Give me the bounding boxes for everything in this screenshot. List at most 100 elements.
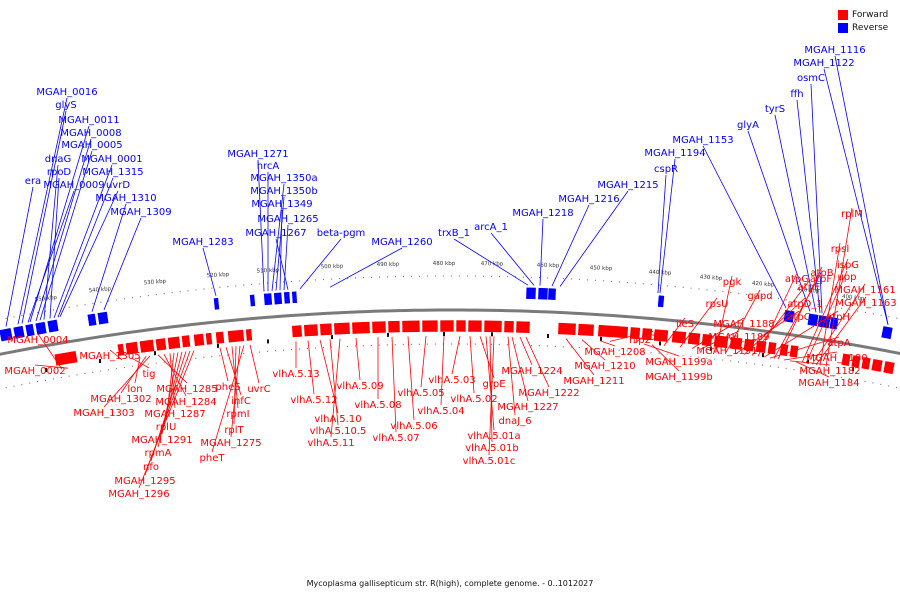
forward-gene-label: atpF: [810, 274, 832, 285]
reverse-leader-line: [35, 138, 92, 322]
reverse-gene-label: MGAH_1218: [512, 208, 573, 219]
forward-gene-label: atpC: [787, 312, 810, 323]
forward-gene-label: uvrC: [247, 384, 270, 395]
reverse-leader-line: [551, 204, 590, 287]
forward-leader-line: [519, 336, 533, 366]
forward-gene-label: MGAH_1303: [73, 408, 134, 419]
forward-leader-line: [479, 336, 495, 379]
forward-leader-line: [507, 336, 516, 416]
reverse-leader-line: [539, 218, 544, 286]
forward-leader-line: [330, 338, 341, 438]
forward-gene: [467, 319, 483, 333]
reverse-gene-label: osmC: [797, 73, 825, 84]
forward-leader-line: [233, 346, 237, 425]
reverse-gene-label: trxB_1: [438, 228, 470, 239]
reverse-leader-line: [702, 145, 787, 308]
forward-gene: [641, 327, 653, 341]
forward-gene-label: vlhA.5.01a: [467, 431, 520, 442]
forward-leader-line: [715, 275, 733, 352]
forward-leader-line: [489, 336, 493, 443]
forward-gene: [421, 319, 439, 333]
forward-gene-label: atpH: [826, 312, 850, 323]
forward-gene: [166, 335, 182, 350]
forward-gene: [671, 330, 687, 345]
forward-gene-label: vlhA.5.06: [390, 421, 437, 432]
forward-leader-line: [440, 335, 445, 406]
reverse-gene-label: cspR: [654, 164, 678, 175]
scale-tick-label: 430 kbp: [700, 274, 723, 282]
scale-tick-label: 460 kbp: [537, 263, 560, 270]
reverse-leader-line: [59, 190, 119, 317]
forward-gene: [687, 331, 701, 346]
reverse-leader-line: [202, 247, 217, 296]
forward-gene-label: hlp2: [629, 335, 651, 346]
forward-gene-label: pgk: [723, 277, 742, 288]
reverse-gene: [12, 325, 26, 340]
forward-gene-label: vlhA.5.02: [450, 394, 497, 405]
legend-reverse: Reverse: [838, 21, 888, 34]
forward-gene-label: MGAH_1227: [497, 402, 558, 413]
reverse-leader-line: [490, 232, 535, 286]
reverse-leader-line: [747, 130, 811, 312]
forward-gene-label: MGAH_1180: [806, 353, 867, 364]
forward-leader-line: [679, 297, 718, 348]
reverse-leader-line: [57, 177, 114, 318]
forward-gene-label: MGAH_0004: [7, 335, 68, 346]
scale-tick-mark: [807, 359, 809, 364]
forward-gene-label: rpmI: [226, 409, 249, 420]
forward-leader-line: [751, 280, 810, 356]
forward-gene: [154, 337, 168, 352]
reverse-gene-label: MGAH_1215: [597, 180, 658, 191]
scale-tick-mark: [99, 359, 101, 363]
forward-leader-line: [663, 317, 686, 347]
forward-gene-label: vlhA.5.10: [314, 414, 361, 425]
scale-tick-label: 400 kbp: [842, 294, 865, 302]
forward-leader-line: [789, 360, 831, 366]
forward-leader-line: [819, 242, 841, 366]
reverse-gene-label: beta-pgm: [317, 228, 366, 239]
forward-gene: [303, 323, 319, 338]
reverse-gene-label: arcA_1: [474, 222, 508, 233]
reverse-gene-label: hrcA: [257, 161, 280, 172]
forward-gene-label: vlhA.5.10.5: [310, 426, 367, 437]
reverse-gene-label: uvrD: [106, 180, 130, 191]
forward-gene: [788, 344, 800, 359]
reverse-gene-label: ffh: [790, 89, 803, 100]
forward-gene-label: lon: [127, 384, 142, 395]
reverse-gene: [86, 312, 98, 327]
forward-leader-line: [211, 345, 245, 453]
forward-gene-label: MGAH_1161: [834, 285, 895, 296]
forward-gene-label: rpmA: [144, 448, 171, 459]
scale-tick-label: 470 kbp: [481, 261, 504, 267]
reverse-leader-line: [271, 183, 285, 291]
reverse-gene: [0, 327, 14, 343]
forward-gene: [870, 358, 884, 373]
forward-gene-label: rplT: [224, 425, 244, 436]
forward-gene-label: pheS: [215, 382, 240, 393]
forward-leader-line: [581, 339, 606, 361]
reverse-gene: [249, 293, 256, 308]
forward-leader-line: [777, 266, 823, 360]
reverse-leader-line: [43, 164, 59, 320]
forward-gene-label: nfo: [143, 462, 159, 473]
forward-gene-label: MGAH_1296: [108, 489, 169, 500]
reverse-leader-line: [39, 150, 93, 321]
forward-gene-label: vlhA.5.07: [372, 433, 419, 444]
forward-leader-line: [163, 353, 187, 397]
forward-leader-line: [355, 337, 361, 381]
reverse-leader-line: [91, 203, 127, 312]
forward-leader-line: [407, 336, 415, 421]
forward-gene: [882, 360, 896, 375]
forward-gene: [455, 319, 467, 333]
forward-gene-label: vlhA.5.12: [290, 395, 337, 406]
scale-tick-mark: [659, 341, 661, 346]
forward-leader-line: [420, 336, 427, 388]
reverse-leader-line: [299, 238, 342, 290]
reverse-gene-label: MGAH_0001: [81, 154, 142, 165]
reverse-gene: [24, 323, 36, 338]
forward-gene-label: MGAH_1199b: [645, 372, 713, 383]
forward-leader-line: [34, 364, 69, 369]
legend-forward-label: Forward: [852, 9, 889, 20]
forward-leader-line: [329, 339, 339, 426]
reverse-gene-label: glyA: [737, 120, 759, 131]
